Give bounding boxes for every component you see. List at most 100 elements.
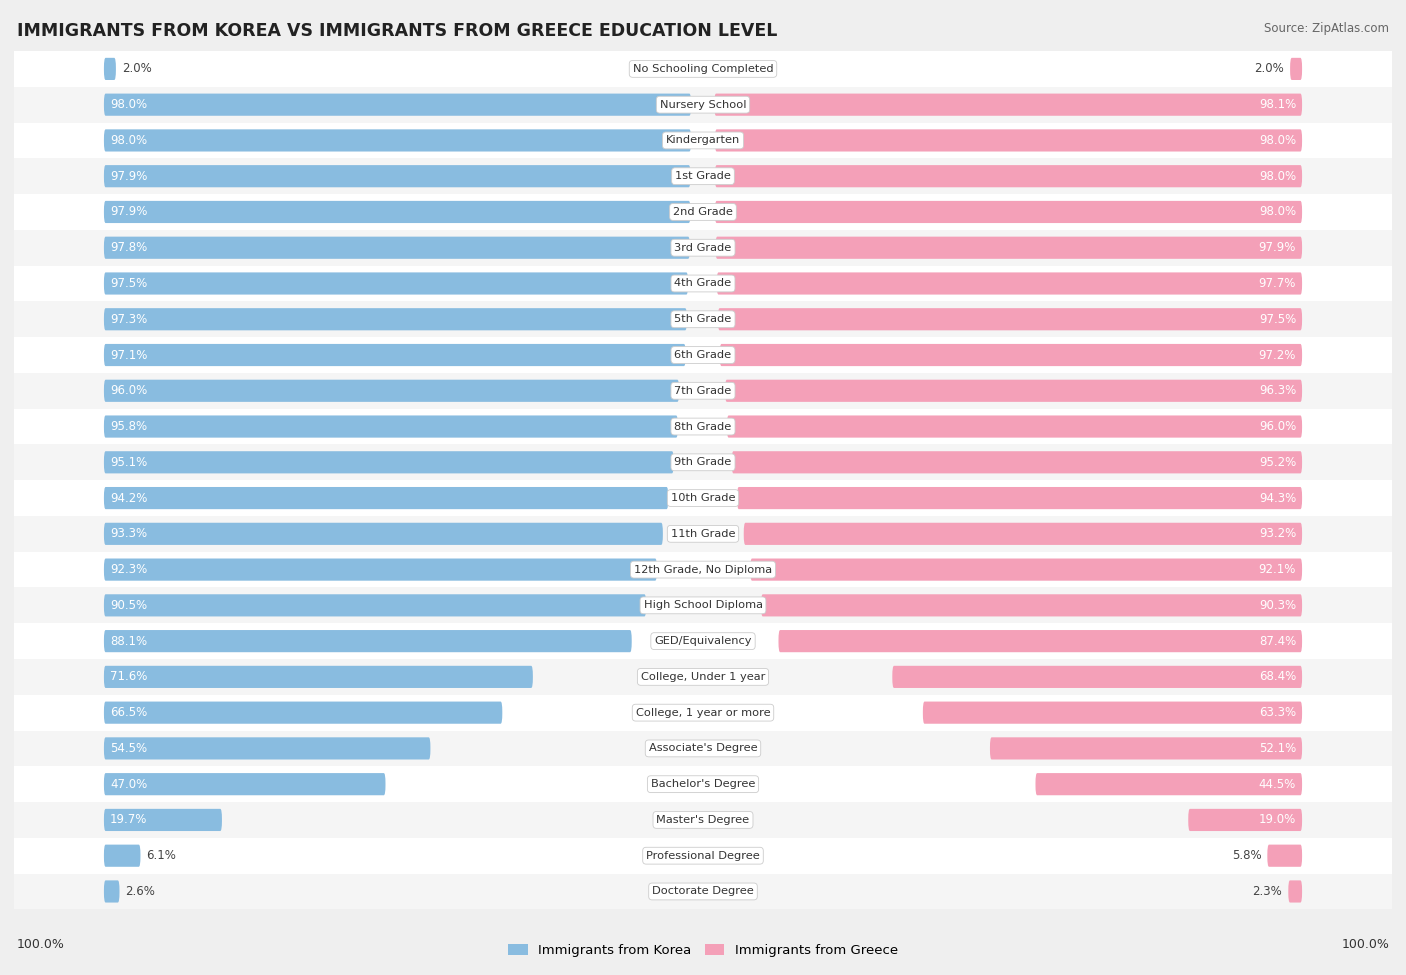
FancyBboxPatch shape [104,130,690,151]
FancyBboxPatch shape [737,487,1302,509]
FancyBboxPatch shape [104,344,686,366]
Text: 4th Grade: 4th Grade [675,279,731,289]
Text: 100.0%: 100.0% [1341,938,1389,951]
Bar [14,695,1392,730]
FancyBboxPatch shape [104,58,115,80]
Bar [14,372,1392,409]
FancyBboxPatch shape [104,523,662,545]
Text: 7th Grade: 7th Grade [675,386,731,396]
FancyBboxPatch shape [104,201,690,223]
Bar [14,158,1392,194]
Bar [14,802,1392,838]
Text: 71.6%: 71.6% [110,671,148,683]
FancyBboxPatch shape [104,773,385,796]
Text: 93.3%: 93.3% [110,527,148,540]
Text: 68.4%: 68.4% [1258,671,1296,683]
Text: 66.5%: 66.5% [110,706,148,720]
FancyBboxPatch shape [104,844,141,867]
FancyBboxPatch shape [1267,844,1302,867]
Text: 93.2%: 93.2% [1258,527,1296,540]
Text: 100.0%: 100.0% [17,938,65,951]
FancyBboxPatch shape [714,94,1302,116]
Text: 3rd Grade: 3rd Grade [675,243,731,253]
Text: Bachelor's Degree: Bachelor's Degree [651,779,755,789]
Text: 96.0%: 96.0% [1258,420,1296,433]
Text: 94.3%: 94.3% [1258,491,1296,505]
FancyBboxPatch shape [717,272,1302,294]
Text: 47.0%: 47.0% [110,778,148,791]
Text: Master's Degree: Master's Degree [657,815,749,825]
Text: 1st Grade: 1st Grade [675,172,731,181]
FancyBboxPatch shape [718,308,1302,331]
FancyBboxPatch shape [104,237,690,258]
Text: 97.9%: 97.9% [1258,241,1296,254]
Text: 97.9%: 97.9% [110,206,148,218]
FancyBboxPatch shape [104,272,688,294]
Text: 98.0%: 98.0% [110,134,148,147]
FancyBboxPatch shape [104,487,668,509]
FancyBboxPatch shape [1035,773,1302,796]
Bar [14,265,1392,301]
Text: 97.9%: 97.9% [110,170,148,182]
FancyBboxPatch shape [716,237,1302,258]
Text: 90.5%: 90.5% [110,599,148,612]
Bar [14,766,1392,802]
FancyBboxPatch shape [104,308,686,331]
Bar [14,194,1392,230]
Text: 92.1%: 92.1% [1258,564,1296,576]
FancyBboxPatch shape [1291,58,1302,80]
Text: 97.1%: 97.1% [110,348,148,362]
Text: 5.8%: 5.8% [1232,849,1261,862]
Text: 2.0%: 2.0% [1254,62,1284,75]
Text: Source: ZipAtlas.com: Source: ZipAtlas.com [1264,22,1389,35]
Text: 63.3%: 63.3% [1258,706,1296,720]
FancyBboxPatch shape [893,666,1302,688]
FancyBboxPatch shape [104,880,120,903]
FancyBboxPatch shape [720,344,1302,366]
Text: 54.5%: 54.5% [110,742,148,755]
Text: 19.0%: 19.0% [1258,813,1296,827]
FancyBboxPatch shape [104,702,502,723]
Text: 97.8%: 97.8% [110,241,148,254]
FancyBboxPatch shape [104,809,222,831]
FancyBboxPatch shape [1188,809,1302,831]
Text: Professional Degree: Professional Degree [647,851,759,861]
Text: Doctorate Degree: Doctorate Degree [652,886,754,896]
Text: 10th Grade: 10th Grade [671,493,735,503]
Text: College, 1 year or more: College, 1 year or more [636,708,770,718]
Text: 97.3%: 97.3% [110,313,148,326]
Bar [14,623,1392,659]
FancyBboxPatch shape [104,559,657,581]
Bar [14,838,1392,874]
Bar [14,516,1392,552]
FancyBboxPatch shape [104,451,673,474]
Text: 2.3%: 2.3% [1253,885,1282,898]
FancyBboxPatch shape [104,737,430,760]
Text: Nursery School: Nursery School [659,99,747,109]
Legend: Immigrants from Korea, Immigrants from Greece: Immigrants from Korea, Immigrants from G… [502,938,904,962]
Text: Associate's Degree: Associate's Degree [648,743,758,754]
Text: 6.1%: 6.1% [146,849,176,862]
FancyBboxPatch shape [727,415,1302,438]
Text: 2nd Grade: 2nd Grade [673,207,733,217]
Text: 97.2%: 97.2% [1258,348,1296,362]
Text: 92.3%: 92.3% [110,564,148,576]
FancyBboxPatch shape [779,630,1302,652]
Bar [14,230,1392,265]
FancyBboxPatch shape [744,523,1302,545]
Text: 95.1%: 95.1% [110,455,148,469]
Text: 98.1%: 98.1% [1258,98,1296,111]
FancyBboxPatch shape [922,702,1302,723]
FancyBboxPatch shape [104,94,690,116]
Bar [14,337,1392,372]
Text: 97.5%: 97.5% [110,277,148,290]
Text: 88.1%: 88.1% [110,635,148,647]
FancyBboxPatch shape [104,379,679,402]
Text: High School Diploma: High School Diploma [644,601,762,610]
FancyBboxPatch shape [751,559,1302,581]
Text: 2.6%: 2.6% [125,885,156,898]
Text: 5th Grade: 5th Grade [675,314,731,325]
Bar [14,730,1392,766]
Text: 98.0%: 98.0% [1258,134,1296,147]
Text: 95.8%: 95.8% [110,420,148,433]
